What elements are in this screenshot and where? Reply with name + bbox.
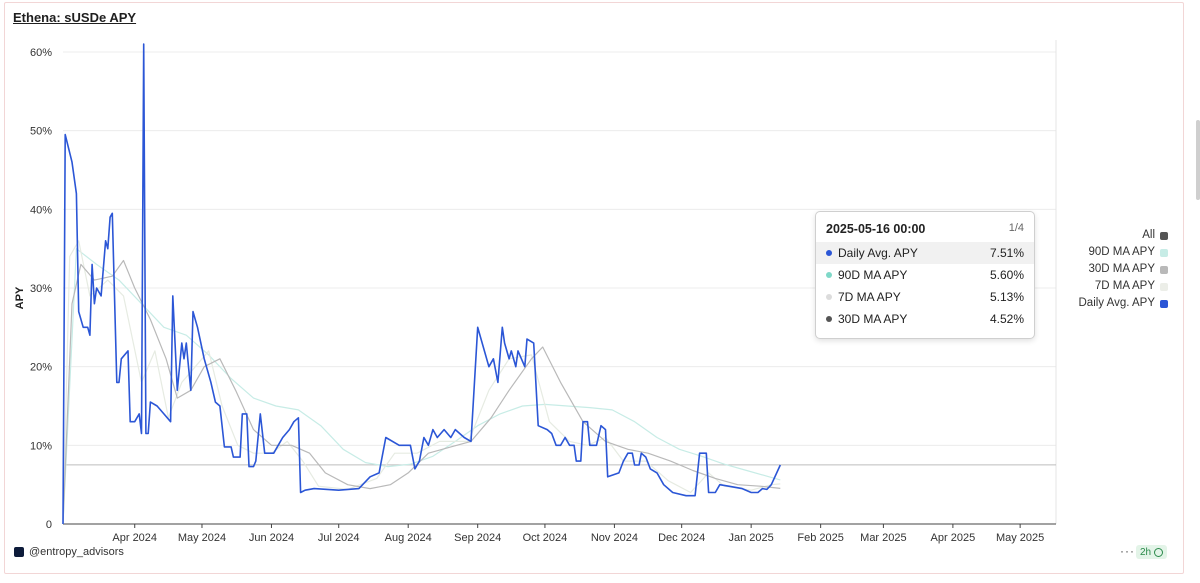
legend-label: 30D MA APY bbox=[1088, 263, 1155, 275]
x-tick-label: Mar 2025 bbox=[860, 532, 906, 544]
series-dot-icon bbox=[826, 316, 832, 322]
series-dot-icon bbox=[826, 250, 832, 256]
7d-ma-apy-line[interactable] bbox=[62, 240, 781, 525]
legend-label: Daily Avg. APY bbox=[1078, 297, 1156, 309]
legend-label: 90D MA APY bbox=[1088, 246, 1155, 258]
y-tick-label: 10% bbox=[30, 440, 52, 452]
legend-swatch bbox=[1160, 248, 1168, 257]
tooltip-series-value: 7.51% bbox=[989, 246, 1024, 260]
legend-swatch bbox=[1160, 282, 1168, 291]
y-tick-label: 60% bbox=[30, 47, 52, 59]
x-tick-label: Sep 2024 bbox=[454, 532, 501, 544]
more-options-button[interactable]: ··· bbox=[1120, 544, 1135, 558]
tooltip-series-value: 5.13% bbox=[989, 290, 1024, 304]
legend-label: All bbox=[1142, 229, 1155, 241]
tooltip-row: 7D MA APY 5.13% bbox=[816, 286, 1034, 308]
y-tick-label: 0 bbox=[46, 519, 52, 531]
x-tick-label: Apr 2025 bbox=[931, 532, 976, 544]
legend-item-daily-avg-apy[interactable]: Daily Avg. APY bbox=[1078, 295, 1168, 312]
tooltip-series-name: 90D MA APY bbox=[838, 268, 908, 282]
x-tick-label: Feb 2025 bbox=[797, 532, 843, 544]
legend-item-90d-ma-apy[interactable]: 90D MA APY bbox=[1079, 244, 1168, 261]
x-tick-label: Jul 2024 bbox=[318, 532, 360, 544]
y-tick-label: 40% bbox=[30, 204, 52, 216]
legend-swatch bbox=[1160, 231, 1168, 240]
tooltip-series-name: 30D MA APY bbox=[838, 312, 908, 326]
legend-item-7d-ma-apy[interactable]: 7D MA APY bbox=[1079, 278, 1168, 295]
page-scrollbar[interactable] bbox=[1196, 120, 1200, 200]
refresh-age: 2h bbox=[1140, 546, 1152, 558]
refresh-badge[interactable]: 2h bbox=[1136, 545, 1168, 559]
x-tick-label: Aug 2024 bbox=[385, 532, 432, 544]
x-tick-label: Apr 2024 bbox=[112, 532, 157, 544]
tooltip-date: 2025-05-16 00:00 bbox=[826, 222, 926, 236]
legend-item-30d-ma-apy[interactable]: 30D MA APY bbox=[1079, 261, 1168, 278]
tooltip-page[interactable]: 1/4 bbox=[1008, 222, 1024, 234]
y-axis-ticks: 0 10% 20% 30% 40% 50% 60% bbox=[30, 47, 52, 531]
tooltip-row: 30D MA APY 4.52% bbox=[816, 308, 1034, 330]
chart-legend: All 90D MA APY 30D MA APY 7D MA APY Daily Av… bbox=[1078, 227, 1168, 312]
brand-handle[interactable]: @entropy_advisors bbox=[29, 546, 124, 558]
entropy-logo-icon bbox=[14, 547, 24, 557]
x-tick-label: Nov 2024 bbox=[591, 532, 638, 544]
series-dot-icon bbox=[826, 272, 832, 278]
series-dot-icon bbox=[826, 294, 832, 300]
x-tick-label: Dec 2024 bbox=[658, 532, 705, 544]
legend-swatch bbox=[1160, 265, 1168, 274]
x-tick-label: Jun 2024 bbox=[249, 532, 294, 544]
y-tick-label: 50% bbox=[30, 126, 52, 138]
legend-item-all[interactable]: All bbox=[1079, 227, 1168, 244]
footer-brand[interactable]: @entropy_advisors bbox=[14, 546, 124, 558]
tooltip-row: 90D MA APY 5.60% bbox=[816, 264, 1034, 286]
y-tick-label: 20% bbox=[30, 362, 52, 374]
chart-title[interactable]: Ethena: sUSDe APY bbox=[13, 10, 137, 25]
x-tick-label: May 2025 bbox=[996, 532, 1044, 544]
check-icon bbox=[1154, 547, 1164, 557]
y-axis-title: APY bbox=[14, 286, 26, 309]
legend-label: 7D MA APY bbox=[1094, 280, 1155, 292]
tooltip-series-value: 5.60% bbox=[989, 268, 1024, 282]
x-tick-label: Oct 2024 bbox=[523, 532, 568, 544]
x-tick-label: Jan 2025 bbox=[729, 532, 774, 544]
x-tick-label: May 2024 bbox=[178, 532, 226, 544]
series-lines bbox=[62, 43, 782, 525]
legend-swatch bbox=[1160, 299, 1168, 308]
y-tick-label: 30% bbox=[30, 283, 52, 295]
daily-avg-apy-line[interactable] bbox=[62, 43, 782, 525]
x-axis-ticks: Apr 2024 May 2024 Jun 2024 Jul 2024 Aug 2024… bbox=[112, 524, 1044, 544]
tooltip-row: Daily Avg. APY 7.51% bbox=[816, 242, 1034, 264]
tooltip-series-value: 4.52% bbox=[989, 312, 1024, 326]
hover-tooltip: 2025-05-16 00:00 1/4 Daily Avg. APY 7.51%… bbox=[815, 211, 1035, 339]
tooltip-series-name: 7D MA APY bbox=[838, 290, 901, 304]
tooltip-series-name: Daily Avg. APY bbox=[838, 246, 918, 260]
